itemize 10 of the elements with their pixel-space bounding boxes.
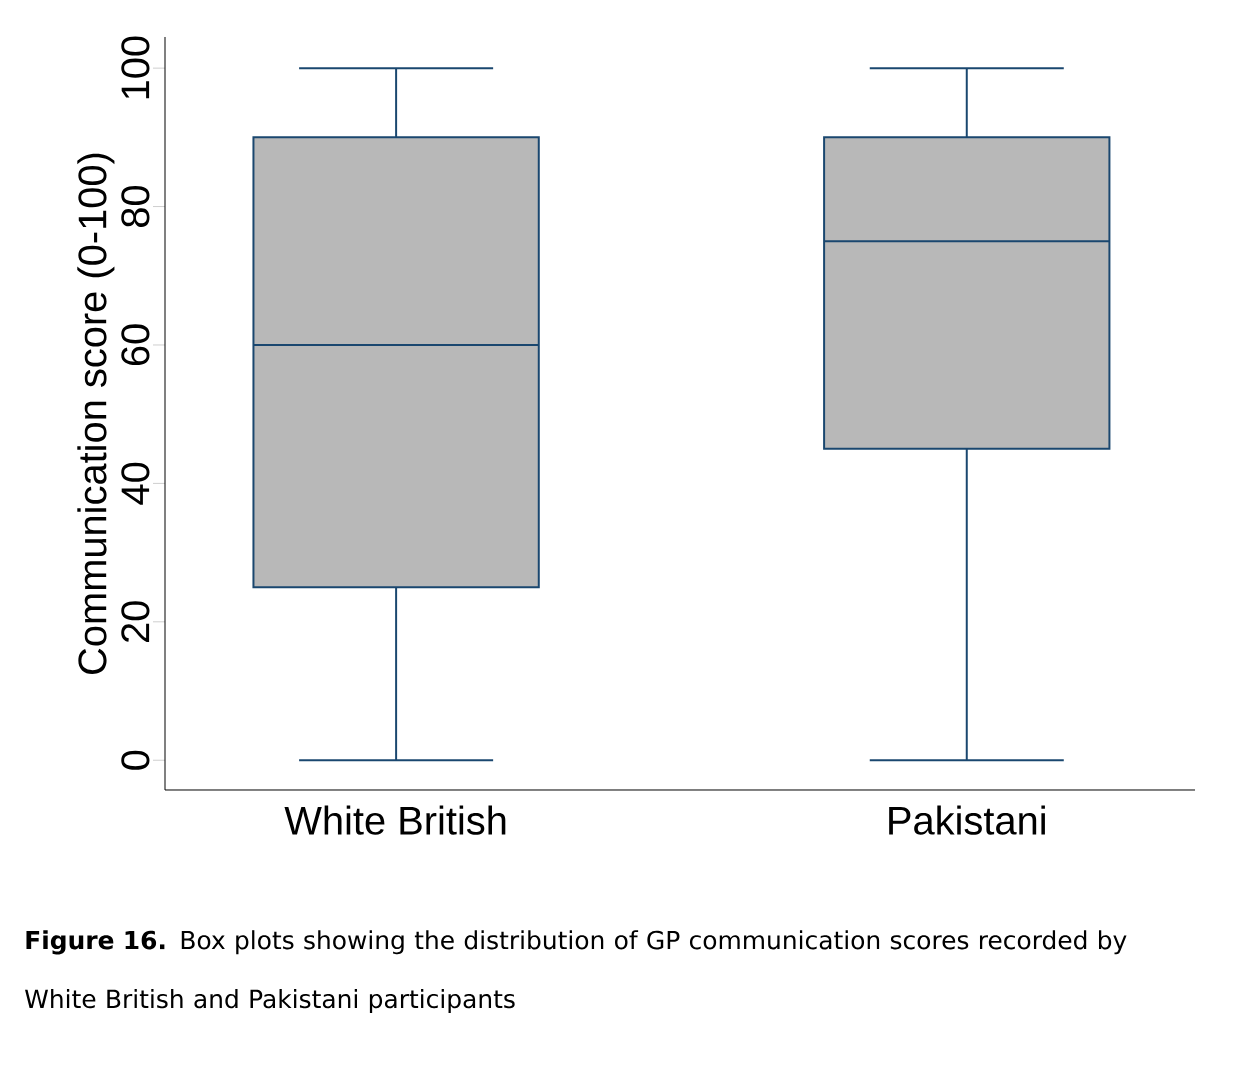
y-tick-label: 60 — [121, 324, 150, 366]
x-tick-label: Pakistani — [889, 805, 1045, 835]
y-tick-label: 100 — [121, 36, 150, 99]
x-tick-label: White British — [284, 805, 506, 835]
y-tick-label: 40 — [121, 462, 150, 505]
y-tick-label: 80 — [121, 185, 150, 227]
y-axis-title: Communication score (0-100) — [77, 153, 115, 674]
text: Figure 16. Box plots showing the distribution of GP communication scores recorded by White British and Pakistani participants — [25, 930, 1127, 1014]
y-tick-label: 20 — [121, 601, 150, 642]
y-tick-label: 0 — [121, 750, 150, 770]
